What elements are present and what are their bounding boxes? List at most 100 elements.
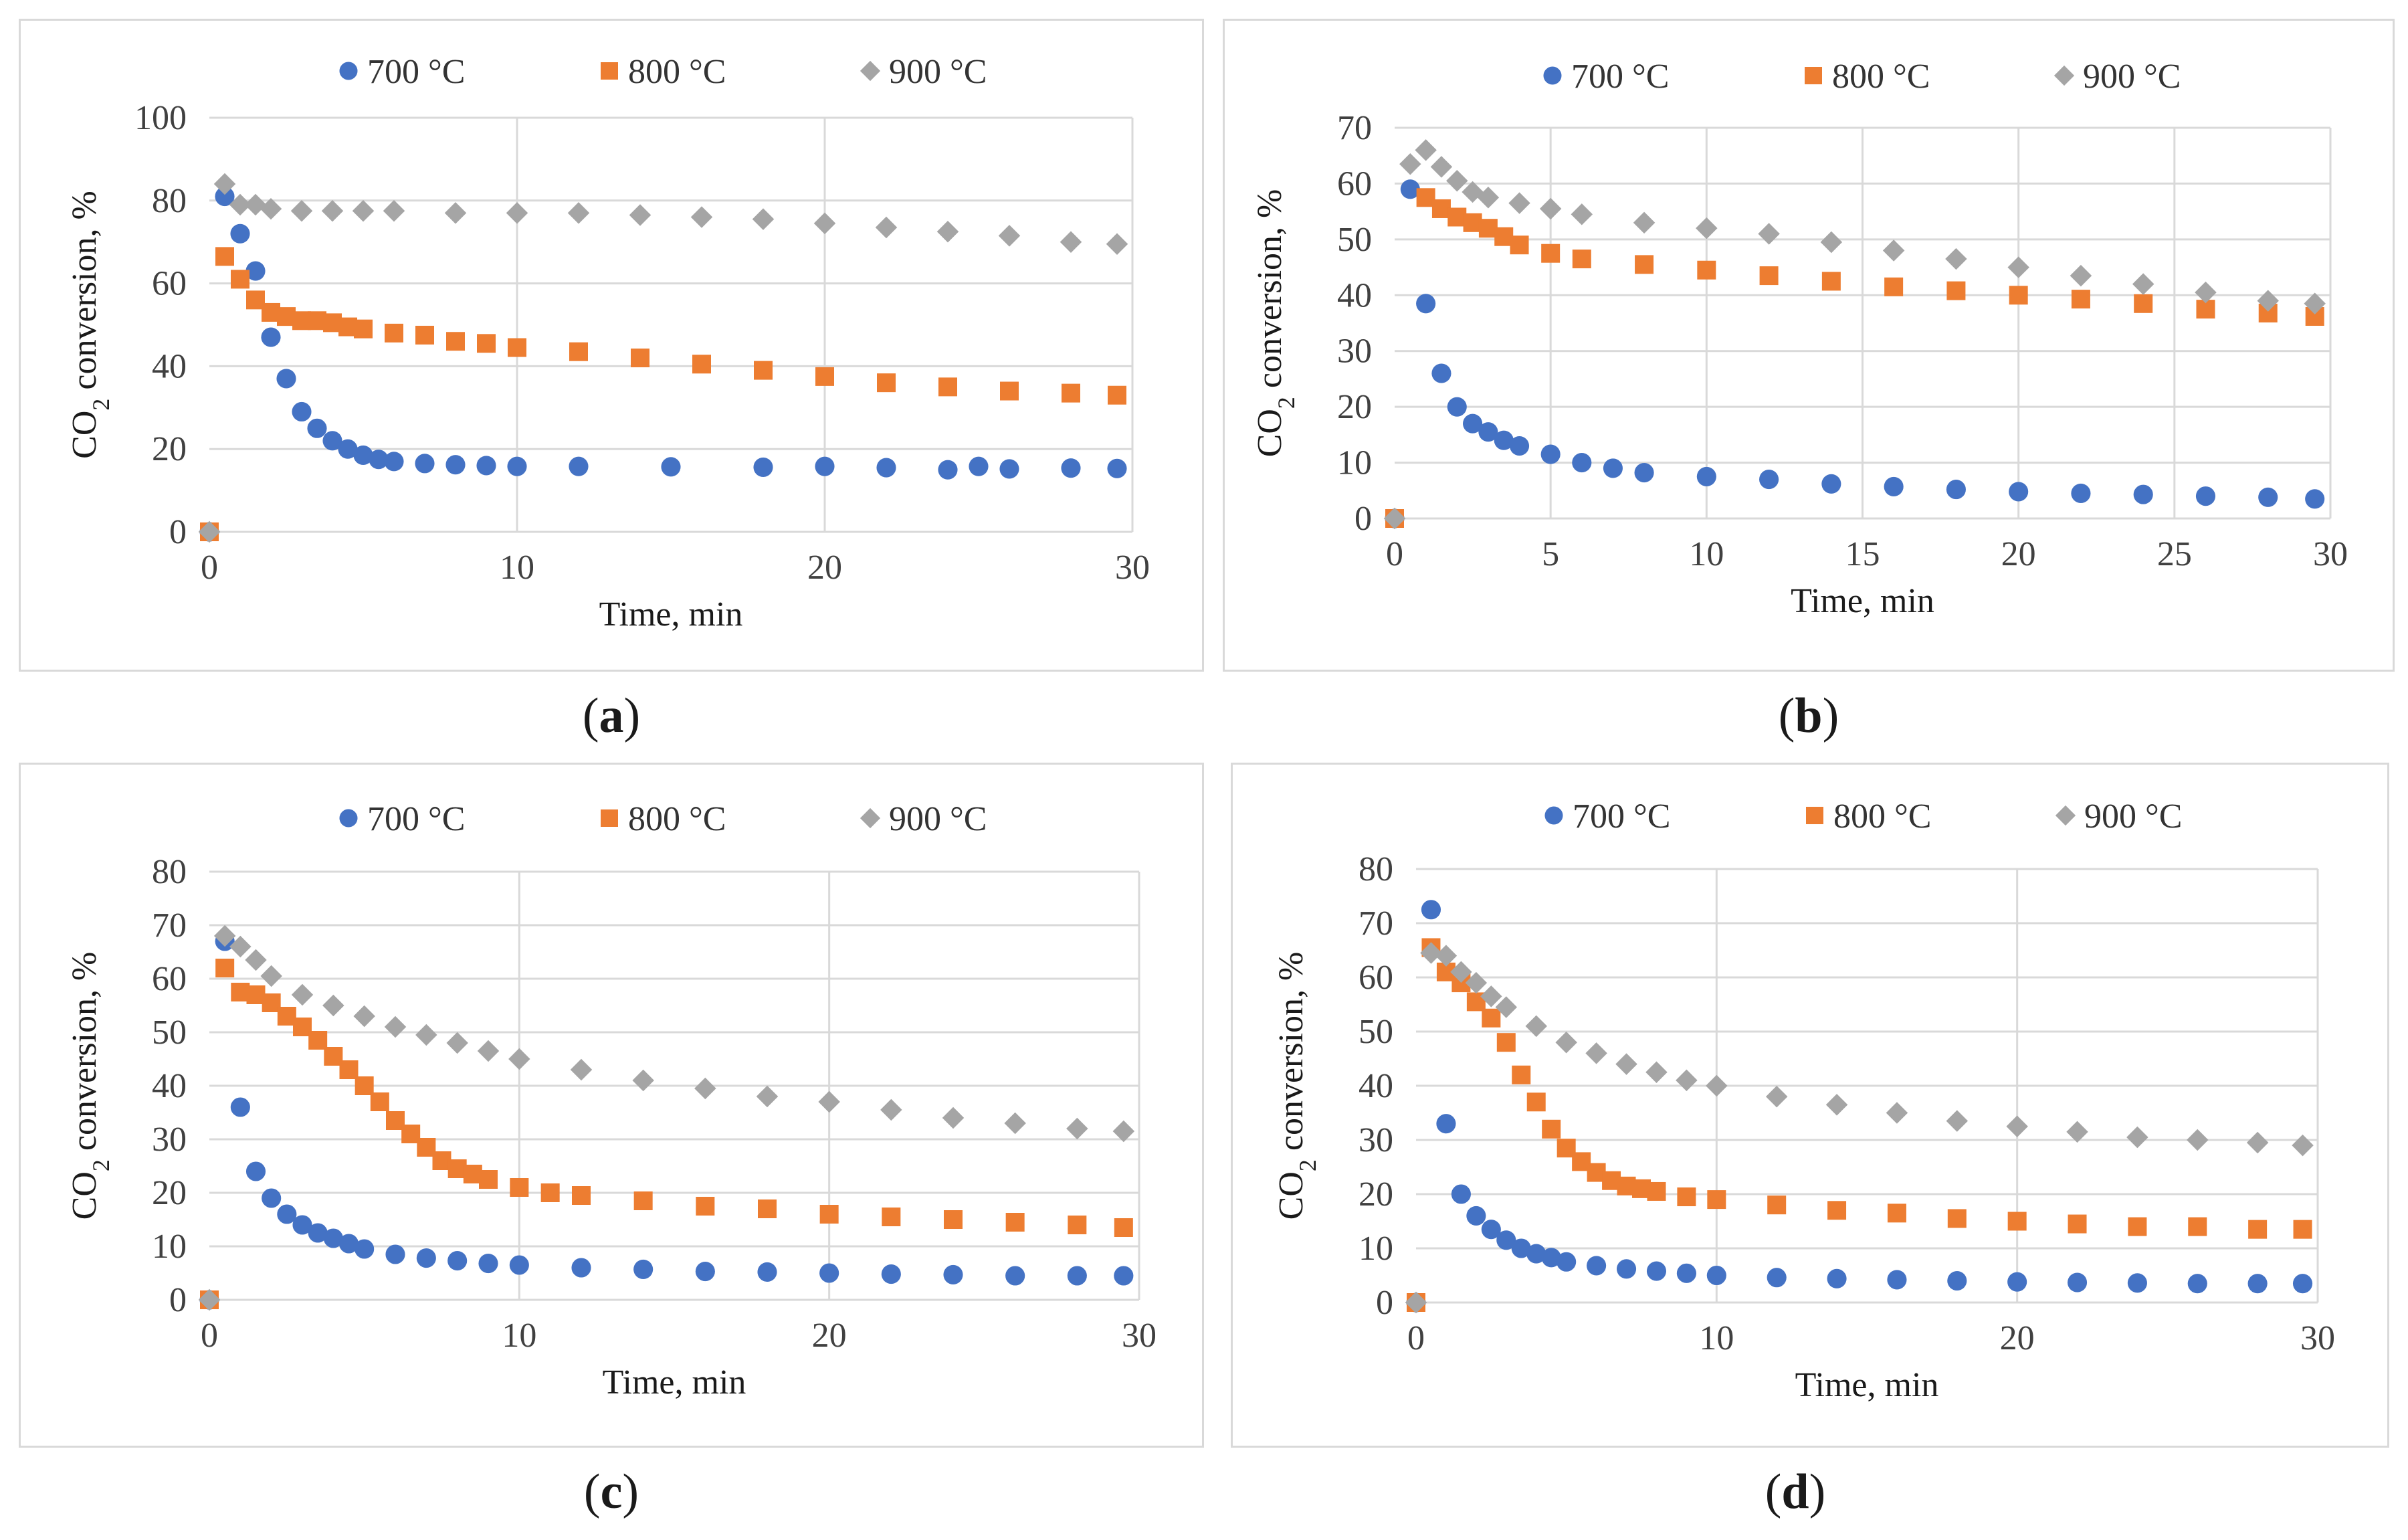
legend-marker (601, 62, 618, 80)
data-point (1634, 463, 1654, 483)
data-point (1495, 996, 1518, 1018)
data-point (569, 342, 588, 361)
x-tick-label: 30 (1122, 1317, 1157, 1355)
data-point (1696, 466, 1716, 486)
data-point (198, 1288, 221, 1311)
data-point (1541, 244, 1561, 263)
data-point (1821, 272, 1841, 291)
data-point (447, 1251, 468, 1271)
data-point (1482, 1008, 1501, 1028)
data-point (1706, 1074, 1728, 1097)
data-point (815, 456, 835, 476)
data-point (2305, 489, 2325, 509)
data-point (2128, 1217, 2147, 1236)
data-point (1526, 1244, 1546, 1264)
data-point (338, 1234, 359, 1254)
data-point (508, 338, 526, 357)
data-point (1511, 1238, 1531, 1258)
y-tick-label: 20 (152, 430, 187, 468)
legend-marker (339, 809, 358, 828)
data-point (1000, 381, 1019, 401)
data-point (1827, 1201, 1847, 1220)
x-tick-label: 0 (1386, 535, 1403, 573)
data-point (1884, 476, 1904, 497)
data-point (230, 223, 250, 244)
legend-label: 800 °C (628, 800, 726, 838)
data-point (1603, 458, 1623, 478)
data-point (758, 1199, 777, 1218)
data-point (1767, 1268, 1787, 1288)
data-point (1541, 1248, 1561, 1268)
data-point (1447, 397, 1467, 417)
data-point (292, 1215, 312, 1235)
data-point (322, 994, 344, 1017)
data-point (321, 200, 344, 222)
data-point (1481, 1220, 1501, 1240)
data-point (2188, 1217, 2207, 1236)
x-tick-label: 20 (2000, 1319, 2035, 1357)
data-point (230, 1097, 250, 1117)
data-point (352, 200, 375, 222)
legend-label: 800 °C (1833, 797, 1931, 836)
data-point (2187, 1129, 2209, 1151)
y-tick-label: 20 (1359, 1175, 1393, 1214)
y-tick-label: 10 (152, 1228, 187, 1266)
chart-a-svg: 0 20 40 60 80 100 0 10 20 30 Time, min CO2 conversi… (66, 53, 1150, 634)
data-point (938, 460, 958, 480)
data-point (323, 1228, 343, 1248)
chart-panel-b: 0 10 20 30 40 50 60 70 0 5 10 15 20 25 30 Time, min CO2 … (1223, 19, 2395, 672)
data-point (1061, 458, 1081, 478)
data-point (245, 949, 267, 971)
data-point (308, 1223, 328, 1243)
data-point (1435, 945, 1458, 967)
data-point (1478, 422, 1498, 442)
data-point (1647, 1181, 1666, 1201)
data-point (1446, 170, 1468, 192)
data-point (2009, 286, 2028, 305)
data-point (1466, 1206, 1486, 1226)
data-point (1820, 231, 1843, 254)
data-point (231, 270, 249, 289)
data-point (1884, 277, 1904, 296)
data-point (1645, 1061, 1668, 1083)
data-point (1450, 961, 1472, 983)
data-point (1572, 250, 1591, 269)
data-point (1496, 1033, 1516, 1052)
y-tick-label: 10 (1337, 444, 1372, 482)
data-point (2195, 486, 2216, 506)
y-tick-label: 20 (1337, 388, 1372, 426)
y-axis-title: CO2 conversion, % (1251, 189, 1300, 458)
data-point (754, 361, 773, 380)
data-point (2304, 292, 2326, 315)
panel-label-a: (a) (582, 688, 641, 743)
data-point (1571, 203, 1593, 225)
y-tick-label: 80 (152, 853, 187, 891)
legend-label: 900 °C (2084, 797, 2182, 836)
data-point (1477, 187, 1500, 209)
data-point (1707, 1190, 1726, 1210)
data-point (882, 1208, 901, 1226)
data-point (1887, 1270, 1907, 1290)
legend-label: 900 °C (2083, 58, 2181, 96)
data-point (1886, 1102, 1908, 1124)
data-point (1585, 1042, 1607, 1064)
y-tick-label: 60 (152, 960, 187, 998)
data-point (1415, 139, 1437, 161)
data-point (353, 445, 373, 466)
legend-marker (339, 62, 358, 80)
legend-marker (860, 807, 881, 829)
data-point (631, 349, 649, 368)
data-point (1106, 233, 1128, 256)
data-point (1633, 211, 1656, 234)
data-point (2126, 1126, 2148, 1149)
data-point (570, 1058, 593, 1081)
data-point (1946, 1110, 1969, 1132)
data-point (1635, 255, 1654, 274)
data-point (1765, 1085, 1788, 1108)
data-point (477, 1040, 500, 1062)
data-point (478, 1254, 498, 1274)
data-point (819, 1205, 839, 1224)
data-point (695, 1262, 715, 1282)
data-point (1004, 1112, 1026, 1135)
panel-label-c: (c) (583, 1464, 639, 1519)
